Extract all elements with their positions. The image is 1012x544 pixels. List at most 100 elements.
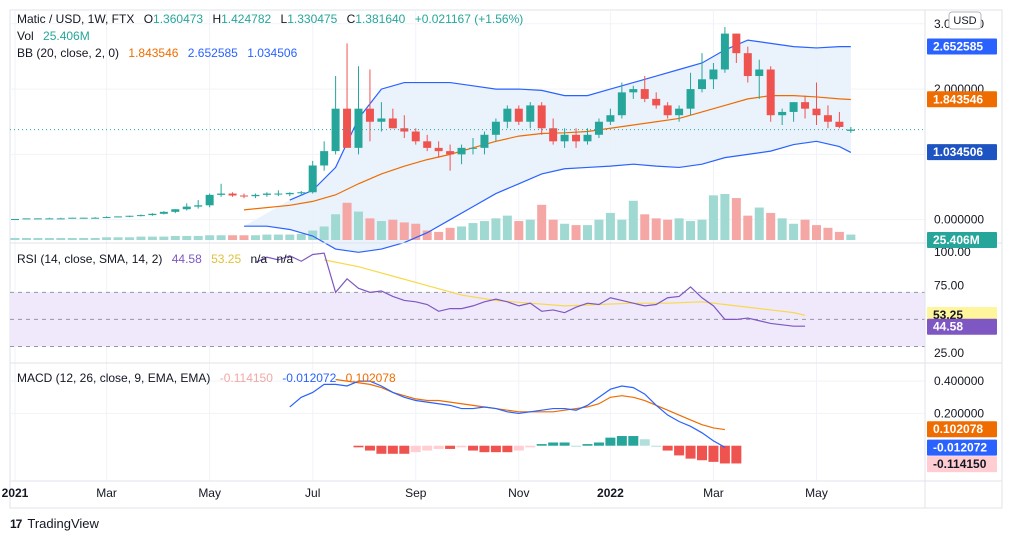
candle-body <box>411 131 420 142</box>
candle-body <box>45 218 54 220</box>
macd-hist-bar <box>548 442 559 446</box>
candle-body <box>526 105 535 122</box>
macd-hist-bar <box>468 445 478 451</box>
candle-body <box>365 108 374 122</box>
macd-legend: MACD (12, 26, close, 9, EMA, EMA) -0.114… <box>17 371 396 385</box>
volume-bar <box>502 215 512 240</box>
macd-hist-bar <box>456 445 467 448</box>
candle-body <box>755 69 764 77</box>
candle-body <box>663 105 672 116</box>
candle-body <box>629 89 638 93</box>
bb-label: BB (20, close, 2, 0) <box>17 46 119 60</box>
volume-bar <box>812 225 821 240</box>
time-tick-label: Sep <box>405 486 427 500</box>
macd-hist-bar <box>502 445 513 453</box>
high-label: H <box>212 12 221 26</box>
candle-body <box>171 209 180 212</box>
volume-bar <box>262 234 272 240</box>
candle-body <box>251 194 260 197</box>
volume-bar <box>525 219 535 240</box>
volume-bar <box>296 233 306 240</box>
volume-bar <box>228 235 238 240</box>
candle-body <box>343 108 352 148</box>
volume-bar <box>44 237 54 240</box>
volume-bar <box>250 235 260 240</box>
time-tick-label: 2021 <box>2 486 29 500</box>
candle-body <box>114 216 123 218</box>
volume-bar <box>434 231 444 240</box>
candle-body <box>789 102 798 112</box>
candle-body <box>594 121 603 135</box>
volume-bar <box>548 219 558 240</box>
macd-hist-bar <box>719 445 730 464</box>
candle-body <box>743 53 752 77</box>
bb-lower-line <box>244 140 852 253</box>
macd-histogram <box>353 436 742 464</box>
bb-legend: BB (20, close, 2, 0) 1.843546 2.652585 1… <box>17 46 298 60</box>
macd-hist-value: -0.114150 <box>220 371 273 385</box>
volume-bar <box>697 219 707 240</box>
rsi-pane[interactable] <box>10 252 925 347</box>
candle-body <box>297 192 306 194</box>
rsi-tick-label: 75.00 <box>934 279 964 293</box>
candle-body <box>79 217 88 219</box>
volume-bar <box>411 223 421 240</box>
volume-label: Vol <box>17 29 34 43</box>
volume-bar <box>33 237 43 240</box>
close-label: C <box>347 12 356 26</box>
volume-bar <box>102 237 112 240</box>
price-pane[interactable] <box>10 27 925 253</box>
macd-label: MACD (12, 26, close, 9, EMA, EMA) <box>17 371 210 385</box>
candle-body <box>812 108 821 116</box>
candle-body <box>801 102 810 109</box>
time-axis[interactable]: 2021 Mar May Jul Sep Nov 2022 Mar May <box>2 486 828 500</box>
change-value: +0.021167 (+1.56%) <box>415 12 524 26</box>
time-tick-label: May <box>198 486 221 500</box>
candle-body <box>434 147 443 152</box>
volume-bar <box>136 236 146 240</box>
volume-bar <box>182 235 192 240</box>
tradingview-brand[interactable]: 17 TradingView <box>10 516 99 531</box>
currency-button[interactable]: USD <box>948 11 982 30</box>
tradingview-logo-icon: 17 <box>10 516 22 531</box>
macd-hist-bar <box>639 439 650 446</box>
candle-body <box>262 193 271 195</box>
volume-bar <box>560 223 570 240</box>
volume-bar <box>56 237 66 240</box>
candle-body <box>308 165 317 193</box>
bb-lower-badge-bg <box>927 144 997 161</box>
macd-hist-bar <box>353 445 364 448</box>
macd-hist-bar <box>490 445 501 453</box>
low-label: L <box>281 12 288 26</box>
bb-upper-badge: 2.652585 <box>933 39 983 53</box>
volume-bar <box>308 230 318 240</box>
volume-bar <box>731 198 741 240</box>
macd-signal-badge: 0.102078 <box>933 422 983 436</box>
volume-bar <box>376 221 386 240</box>
candle-body <box>136 215 145 217</box>
candle-body <box>194 205 203 207</box>
volume-bar <box>651 218 661 240</box>
candle-body <box>537 105 546 129</box>
candle-body <box>469 147 477 149</box>
candle-body <box>491 121 500 135</box>
candle-body <box>240 195 248 197</box>
time-tick-label: Mar <box>703 486 724 500</box>
volume-bar <box>205 235 215 240</box>
volume-bar <box>21 237 31 240</box>
currency-label: USD <box>953 15 976 27</box>
macd-signal-value: 0.102078 <box>346 371 396 385</box>
rsi-na-2: n/a <box>277 252 294 266</box>
volume-bar <box>239 235 249 240</box>
volume-bar <box>125 237 134 240</box>
macd-pane[interactable] <box>289 378 742 464</box>
rsi-sma-value: 53.25 <box>211 252 241 266</box>
candle-body <box>33 218 42 220</box>
candle-body <box>480 134 489 148</box>
candle-body <box>686 89 695 109</box>
volume-bar <box>537 204 547 240</box>
candle-body <box>91 217 100 219</box>
macd-hist-bar <box>445 445 456 449</box>
macd-hist-bar <box>605 437 616 446</box>
